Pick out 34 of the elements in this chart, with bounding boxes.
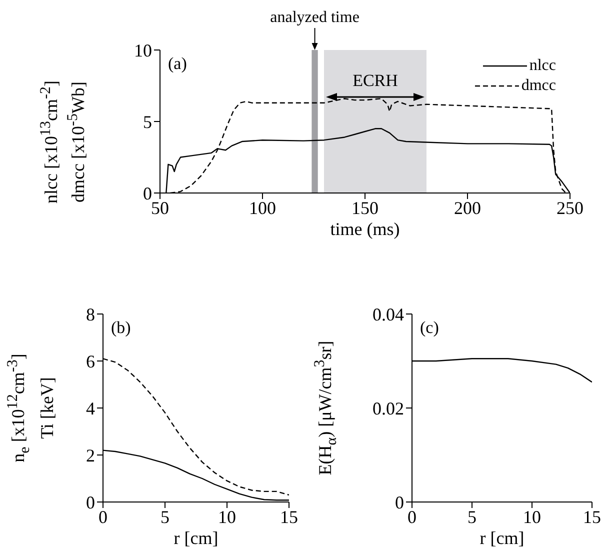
x-tick-label: 0 (98, 506, 108, 527)
y-tick-label: 6 (86, 351, 95, 372)
y-tick-label: 0 (395, 492, 404, 512)
x-tick-label: 10 (218, 506, 236, 527)
y-tick-label: 0 (143, 183, 152, 204)
y-tick-label: 5 (143, 112, 152, 132)
x-tick-label: 0 (408, 506, 416, 527)
y-tick-label: 8 (86, 304, 95, 324)
x-tick-label: 150 (352, 198, 378, 218)
chart-title: (c) (420, 318, 439, 338)
y-tick-label: 0 (86, 492, 95, 512)
x-tick-label: 250 (556, 198, 584, 218)
x-tick-label: 100 (249, 198, 276, 218)
chart-title: (b) (111, 318, 131, 338)
x-tick-label: 10 (523, 506, 541, 527)
y-tick-label: 10 (134, 40, 152, 60)
y-tick-label: 0.02 (372, 398, 404, 418)
x-tick-label: 5 (160, 506, 170, 527)
y-tick-label: 4 (86, 398, 95, 418)
chart-title: (a) (168, 54, 187, 74)
y-tick-label: 0.04 (372, 304, 404, 324)
x-tick-label: 15 (280, 506, 298, 527)
x-axis-title: r [cm] (480, 528, 524, 548)
y-tick-label: 2 (86, 445, 95, 466)
legend-label: nlcc (529, 56, 556, 76)
x-axis-title: r [cm] (174, 528, 218, 548)
band-label: analyzed time (270, 9, 360, 26)
x-axis-title: time (ms) (330, 219, 400, 239)
legend-label: dmcc (521, 76, 556, 96)
x-tick-label: 200 (454, 198, 481, 218)
x-tick-label: 5 (468, 506, 476, 527)
x-tick-label: 50 (151, 198, 169, 218)
x-tick-label: 15 (583, 506, 601, 527)
band-label: ECRH (352, 71, 398, 90)
